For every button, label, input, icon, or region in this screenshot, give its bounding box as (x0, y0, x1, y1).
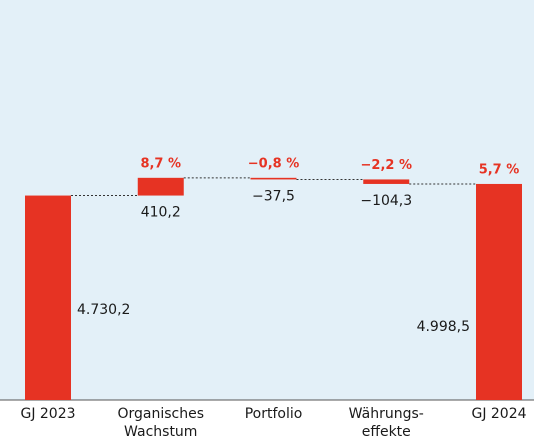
x-tick-label: Portfolio (244, 406, 303, 422)
x-tick-label: Währungs- effekte (348, 406, 424, 440)
value-label: 410,2 (141, 205, 181, 221)
bar (250, 177, 297, 180)
change-label: −0,8 % (248, 156, 299, 171)
bar (476, 183, 522, 400)
x-tick-label: Organisches Wachstum (117, 406, 205, 440)
value-label: −37,5 (252, 188, 295, 204)
x-tick-label: GJ 2023 (20, 406, 76, 422)
value-label: −104,3 (360, 193, 412, 209)
bar (137, 177, 184, 196)
change-label: 8,7 % (140, 156, 181, 171)
bar (25, 195, 71, 400)
plot-background (0, 0, 534, 400)
change-label: 5,7 % (479, 162, 520, 177)
bar (363, 179, 410, 184)
value-label: 4.730,2 (77, 302, 130, 318)
value-label: 4.998,5 (417, 319, 470, 335)
x-tick-label: GJ 2024 (471, 406, 527, 422)
change-label: −2,2 % (361, 158, 412, 173)
